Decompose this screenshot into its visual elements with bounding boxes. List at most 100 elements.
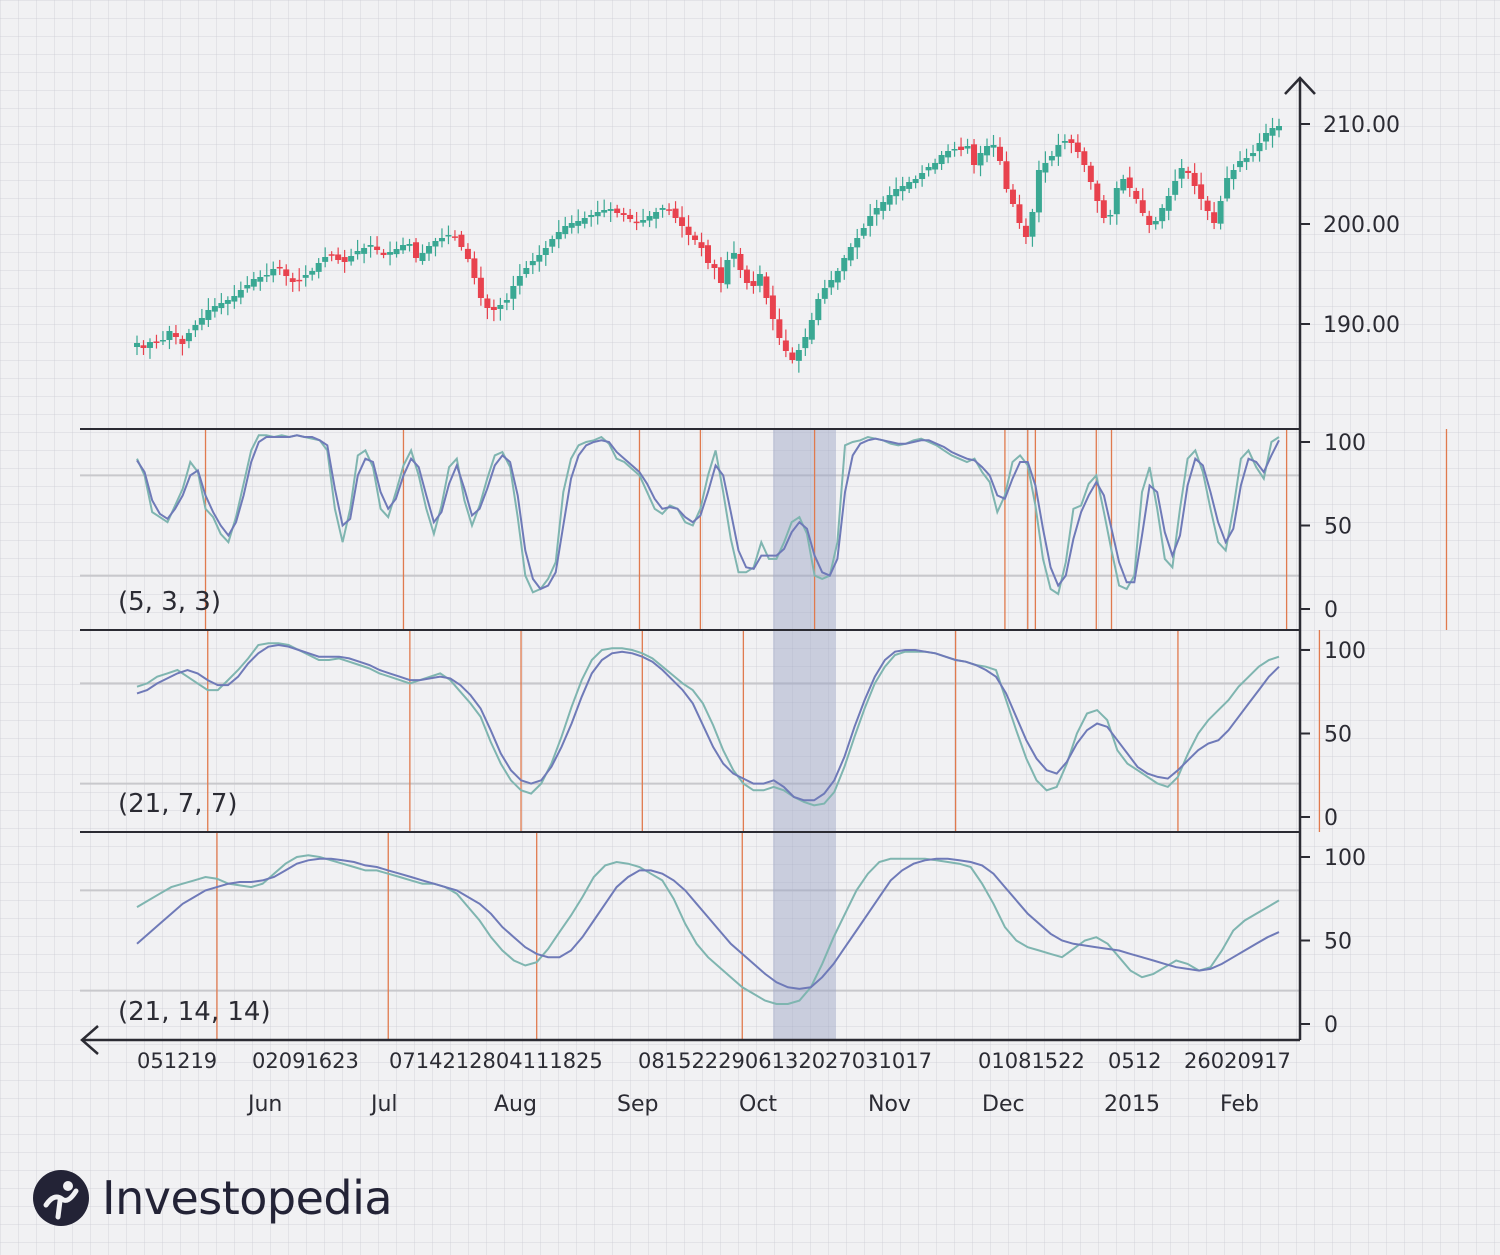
candle-down (1146, 215, 1153, 225)
candle-up (497, 305, 504, 309)
slow-line (136, 857, 1280, 990)
month-label: Oct (739, 1092, 777, 1117)
candle-down (458, 234, 465, 247)
date-tick-label: 26020917 (1184, 1049, 1291, 1073)
candle-down (763, 276, 770, 298)
candle-up (646, 216, 653, 221)
candle-up (348, 256, 355, 262)
candle-up (1107, 215, 1114, 217)
candle-down (179, 338, 186, 344)
candle-up (542, 248, 549, 255)
candle-down (328, 254, 335, 256)
candle-up (218, 303, 225, 309)
candle-down (413, 242, 420, 258)
candle-down (692, 235, 699, 240)
month-label: Sep (617, 1092, 658, 1117)
candle-down (1133, 190, 1140, 199)
candle-down (296, 279, 303, 282)
candle-up (224, 300, 231, 304)
candle-down (996, 146, 1003, 161)
candle-up (432, 241, 439, 247)
candle-up (516, 276, 523, 286)
candle-up (568, 223, 575, 228)
candle-up (1165, 196, 1172, 211)
candle-down (627, 214, 634, 219)
candle-up (860, 228, 867, 236)
candle-up (393, 249, 400, 255)
candle-up (1230, 170, 1237, 180)
candle-up (185, 333, 192, 342)
candle-up (1061, 141, 1068, 143)
candle-up (588, 215, 595, 218)
candle-up (834, 271, 841, 283)
candle-up (594, 212, 601, 217)
candle-down (958, 146, 965, 150)
candle-up (354, 251, 361, 255)
candle-down (380, 252, 387, 255)
panel-label: (21, 7, 7) (118, 789, 238, 819)
candle-down (1022, 225, 1029, 237)
candle-up (1172, 181, 1179, 195)
candle-up (322, 257, 329, 262)
candle-up (1042, 163, 1049, 173)
candle-up (425, 246, 432, 254)
axes (80, 76, 1316, 1055)
price-tick-label: 210.00 (1323, 113, 1400, 138)
candle-up (925, 167, 932, 171)
candle-down (782, 340, 789, 351)
candle-up (419, 253, 426, 261)
tick-label: 50 (1324, 515, 1352, 540)
month-label: Jul (369, 1092, 398, 1117)
candle-up (932, 163, 939, 170)
candle-up (906, 182, 913, 189)
candle-down (451, 236, 458, 238)
candle-down (341, 257, 348, 262)
candle-down (1191, 172, 1198, 186)
candle-up (510, 286, 517, 299)
candle-up (854, 238, 861, 248)
candle-up (166, 331, 173, 341)
price-candles (134, 117, 1282, 373)
tick-label: 50 (1324, 930, 1352, 955)
candle-up (841, 258, 848, 272)
candle-up (990, 145, 997, 148)
candle-up (581, 218, 588, 224)
candle-down (335, 254, 342, 260)
price-tick-label: 200.00 (1323, 213, 1400, 238)
candle-up (919, 173, 926, 180)
candle-up (893, 189, 900, 197)
candle-up (873, 208, 880, 215)
tick-label: 0 (1324, 806, 1338, 831)
candle-down (685, 226, 692, 235)
candle-up (205, 310, 212, 320)
tick-label: 0 (1324, 598, 1338, 623)
candle-up (899, 186, 906, 192)
brand-name: Investopedia (102, 1171, 393, 1225)
brand: Investopedia (32, 1166, 393, 1230)
candle-down (1204, 200, 1211, 211)
candle-up (250, 279, 257, 287)
candle-up (1217, 201, 1224, 224)
date-tick-label: 0512 (1108, 1049, 1161, 1073)
candle-up (1237, 161, 1244, 168)
candle-down (172, 333, 179, 337)
month-label: Feb (1220, 1092, 1259, 1117)
month-label: 2015 (1104, 1092, 1160, 1117)
candle-up (802, 337, 809, 349)
candle-up (529, 261, 536, 266)
candle-up (730, 253, 737, 259)
candle-up (659, 208, 666, 210)
candle-down (679, 217, 686, 226)
candle-up (640, 220, 647, 223)
signal-lines (204, 429, 1448, 1040)
candle-up (724, 260, 731, 285)
candle-down (971, 144, 978, 165)
candle-up (406, 244, 413, 246)
candle-up (1159, 208, 1166, 222)
candle-up (575, 221, 582, 226)
candle-up (1152, 221, 1159, 225)
candle-up (1263, 133, 1270, 142)
candle-up (270, 269, 277, 276)
candle-up (912, 179, 919, 184)
candle-down (633, 221, 640, 224)
